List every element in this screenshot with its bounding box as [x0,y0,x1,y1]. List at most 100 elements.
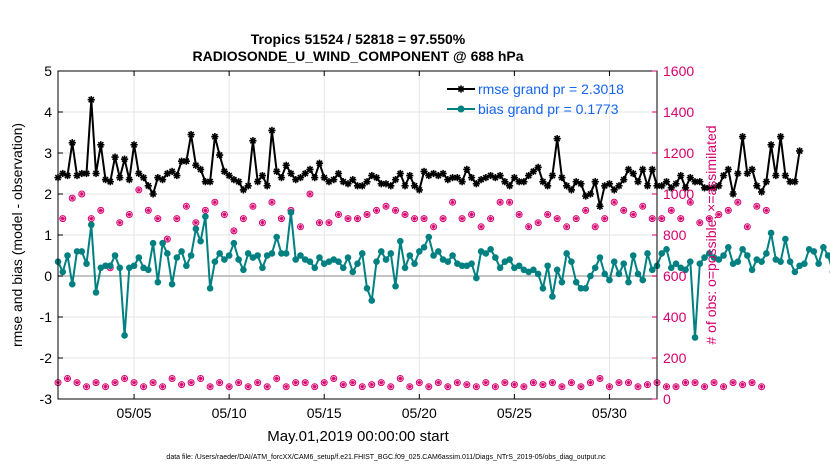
obs-assimilated-point [307,191,313,197]
rmse-point [415,186,423,194]
bias-point [715,256,723,263]
y-tick-label: 3 [44,145,52,161]
rmse-point [349,176,357,184]
bias-point [187,252,195,259]
obs-assimilated-point [298,224,303,229]
rmse-point [106,178,114,186]
obs-possible-point [682,379,690,387]
rmse-point [211,133,219,141]
obs-possible-point [701,383,709,391]
obs-assimilated-point [388,384,393,389]
obs-assimilated-point [673,384,679,389]
obs-possible-point [520,383,528,391]
obs-possible-point [273,375,281,382]
bias-point [648,266,656,274]
obs-assimilated-point [631,212,636,217]
obs-assimilated-point [283,384,289,389]
obs-assimilated-point [497,200,503,205]
rmse-point [144,182,152,190]
right-y-axis-ticks: 0 200 400 600 800 1000 1200 1400 1600 [652,63,694,407]
data-file-footer: data file: /Users/raeder/DAI/ATM_forcXX/… [166,454,606,461]
obs-possible-point [643,381,651,389]
bias-point [620,260,628,268]
obs-possible-point [415,379,423,387]
rmse-point [719,171,728,180]
y-tick-label: 1 [44,227,52,243]
obs-assimilated-point [260,220,265,225]
obs-assimilated-point [341,382,346,387]
rmse-point [439,169,447,178]
obs-assimilated-point [336,212,341,217]
bias-point [268,250,276,257]
obs-possible-point [667,206,675,214]
obs-possible-point [610,198,618,206]
obs-assimilated-point [569,380,574,385]
obs-assimilated-point [374,208,379,213]
x-axis-label: May.01,2019 00:00:00 start [267,428,449,445]
bias-point [558,278,566,286]
bias-point [178,248,185,255]
obs-possible-point [292,379,300,387]
obs-assimilated-point [507,200,512,205]
obs-possible-point [301,379,309,387]
bias-point [159,239,166,247]
obs-possible-point [463,381,471,389]
rmse-point [330,176,338,184]
obs-assimilated-point [421,216,427,221]
rmse-point [254,178,262,186]
rmse-point [777,133,785,141]
bias-point [392,282,399,290]
obs-possible-point [672,383,680,391]
rmse-point [624,165,633,173]
obs-possible-point [648,215,656,223]
rmse-point [239,186,248,194]
bias-point [235,256,242,263]
right-y-axis-label: # of obs: o=possible; ×=assimilated [703,125,719,344]
obs-assimilated-point [669,208,674,213]
bias-point [777,258,784,265]
obs-assimilated-point [103,384,108,389]
bias-point [444,258,452,265]
obs-assimilated-point [203,208,208,213]
obs-assimilated-point [402,212,408,217]
bias-point [225,252,233,259]
bias-point [549,293,556,300]
obs-possible-point [339,381,347,389]
rmse-point [282,161,290,169]
bias-point [763,250,770,257]
legend-rmse-label: rmse grand pr = 2.3018 [478,81,624,97]
bias-point [192,225,200,233]
rmse-point [135,169,143,178]
rmse-point [658,182,666,190]
bias-point [396,237,404,245]
obs-possible-point [729,379,737,387]
bias-point [610,258,618,265]
obs-possible-point [144,206,152,214]
y-tick-label: 5 [44,63,52,79]
obs-assimilated-point [711,380,717,385]
bias-point [686,258,694,265]
rmse-point [743,169,751,178]
obs-assimilated-point [478,224,484,229]
obs-possible-point [315,219,323,227]
obs-possible-point [734,198,742,206]
obs-possible-point [220,211,228,218]
obs-assimilated-point [683,380,688,385]
obs-assimilated-point [79,191,84,197]
rmse-point [677,171,685,180]
obs-assimilated-point [407,384,412,389]
obs-assimilated-point [331,376,336,381]
rmse-point [467,174,476,182]
bias-point [539,285,547,292]
rmse-point [672,180,680,188]
bias-point [658,250,666,257]
bias-point [644,250,651,257]
obs-possible-point [525,223,533,231]
obs-possible-point [515,211,523,218]
bias-point [705,250,713,257]
obs-assimilated-point [488,216,493,221]
bias-point [287,209,295,216]
obs-possible-point [539,381,547,389]
bias-point [563,250,570,257]
rmse-point [729,190,737,198]
